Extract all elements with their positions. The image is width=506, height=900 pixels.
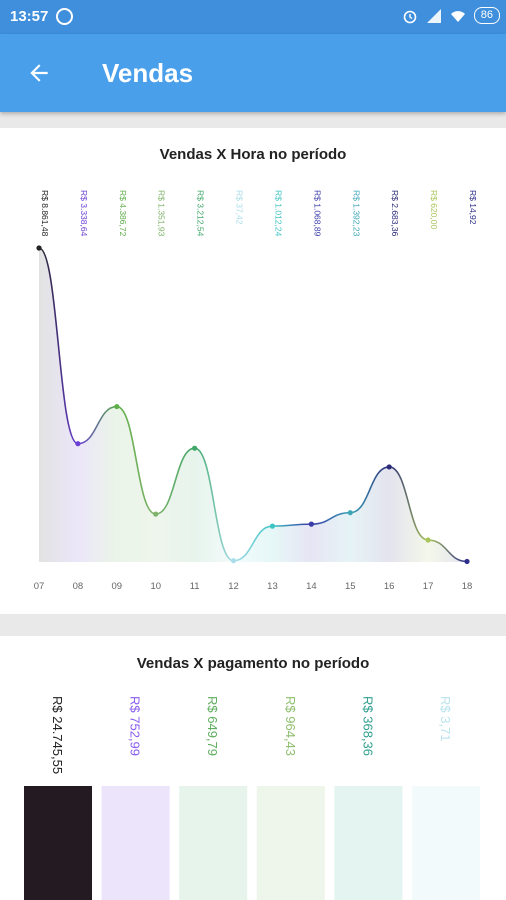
x-tick-label: 13 — [267, 581, 278, 592]
x-tick-label: 08 — [73, 581, 84, 592]
data-label: R$ 3.338,64 — [79, 190, 89, 237]
x-tick-label: 12 — [228, 581, 239, 592]
data-point — [386, 464, 392, 470]
data-point — [347, 510, 353, 516]
sales-by-payment-card: Vendas X pagamento no período R$ 24.745,… — [0, 636, 506, 900]
data-point — [75, 441, 81, 447]
data-point — [114, 403, 120, 410]
x-tick-label: 18 — [462, 581, 473, 592]
data-label: R$ 1.012,24 — [273, 190, 283, 237]
x-tick-label: 09 — [112, 581, 123, 592]
line-area — [39, 248, 467, 562]
page-title: Vendas — [102, 58, 194, 88]
data-label: R$ 1.351,93 — [157, 190, 167, 237]
payment-bar — [24, 786, 92, 900]
data-point — [36, 245, 42, 251]
data-point — [230, 558, 237, 564]
data-label: R$ 2.683,36 — [390, 190, 400, 237]
x-tick-label: 14 — [306, 581, 317, 592]
bar-value-label: R$ 964,43 — [283, 696, 298, 756]
data-point — [464, 558, 470, 565]
data-label: R$ 8.861,48 — [40, 190, 50, 237]
data-point — [308, 521, 314, 527]
data-label: R$ 1.392,23 — [351, 190, 361, 237]
data-label: R$ 14,92 — [468, 190, 478, 225]
data-label: R$ 1.068,89 — [312, 190, 322, 237]
sales-by-hour-title: Vendas X Hora no período — [159, 146, 347, 163]
payment-bar — [256, 786, 325, 900]
app-bar: Vendas — [0, 34, 506, 112]
x-tick-label: 07 — [34, 581, 45, 592]
battery-icon: 86 — [473, 7, 500, 24]
x-tick-label: 10 — [150, 581, 161, 592]
data-point — [425, 537, 431, 543]
bar-value-label: R$ 649,79 — [205, 696, 220, 756]
sales-by-hour-chart: R$ 8.861,48 07 R$ 3.338,64 08 R$ 4.386,72 09 R… — [34, 190, 478, 592]
x-tick-label: 15 — [345, 581, 356, 592]
data-point — [192, 445, 198, 451]
payment-bar — [101, 786, 170, 900]
bar-value-label: R$ 752,99 — [128, 696, 143, 756]
payment-bar — [334, 786, 403, 900]
arrow-back-icon[interactable] — [26, 60, 52, 86]
sales-by-payment-chart: R$ 24.745,55 R$ 752,99 R$ 649,79 R$ 964,43 R… — [24, 696, 480, 900]
bar-value-label: R$ 24.745,55 — [50, 696, 65, 774]
data-label: R$ 3.212,54 — [196, 190, 206, 237]
x-tick-label: 16 — [384, 581, 395, 592]
status-icons: 86 — [402, 7, 500, 24]
data-point — [269, 523, 276, 529]
data-label: R$ 620,00 — [429, 190, 439, 229]
data-label: R$ 37,42 — [235, 190, 245, 225]
bar-value-label: R$ 368,36 — [360, 696, 375, 756]
status-bar: 13:57 86 — [0, 0, 506, 34]
alarm-icon — [403, 10, 417, 23]
x-tick-label: 17 — [423, 581, 434, 592]
payment-bar — [179, 786, 248, 900]
data-label: R$ 4.386,72 — [118, 190, 128, 237]
data-point — [153, 511, 159, 517]
x-tick-label: 11 — [190, 581, 200, 592]
sales-by-payment-title: Vendas X pagamento no período — [136, 655, 370, 672]
status-time: 13:57 — [10, 8, 49, 25]
bar-value-label: R$ 3,71 — [438, 696, 453, 742]
wifi-icon — [450, 10, 465, 22]
payment-bar — [412, 786, 480, 900]
signal-icon — [426, 8, 441, 23]
whatsapp-icon — [56, 8, 73, 25]
sales-by-hour-card: Vendas X Hora no período R$ 8.861,48 07 R$… — [0, 128, 506, 614]
